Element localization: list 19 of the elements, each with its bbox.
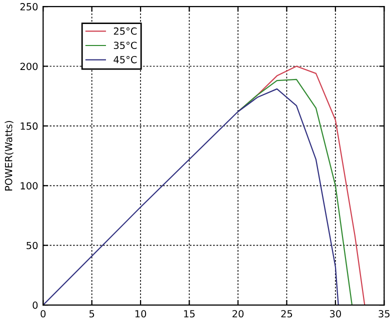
- legend-label: 25°C: [114, 27, 137, 35]
- x-tick-label: 15: [184, 310, 195, 318]
- x-tick-label: 10: [135, 310, 146, 318]
- x-tick-label: 30: [330, 310, 341, 318]
- x-tick-label: 20: [232, 310, 244, 318]
- x-tick-label: 25: [281, 310, 292, 318]
- legend-label: 45°C: [114, 56, 137, 64]
- y-tick-label: 200: [20, 62, 38, 70]
- y-tick-label: 100: [20, 182, 38, 190]
- x-tick-label: 35: [378, 310, 390, 318]
- line-series: [43, 88, 339, 306]
- y-axis-title: POWER(Watts): [4, 121, 14, 190]
- y-tick-label: 0: [32, 302, 38, 309]
- x-tick-label: 5: [90, 310, 94, 318]
- y-tick-label: 250: [20, 3, 38, 10]
- y-tick-label: 150: [20, 122, 38, 130]
- y-tick-label: 50: [26, 242, 38, 250]
- legend-label: 35°C: [114, 42, 137, 50]
- x-tick-label: 0: [40, 310, 46, 318]
